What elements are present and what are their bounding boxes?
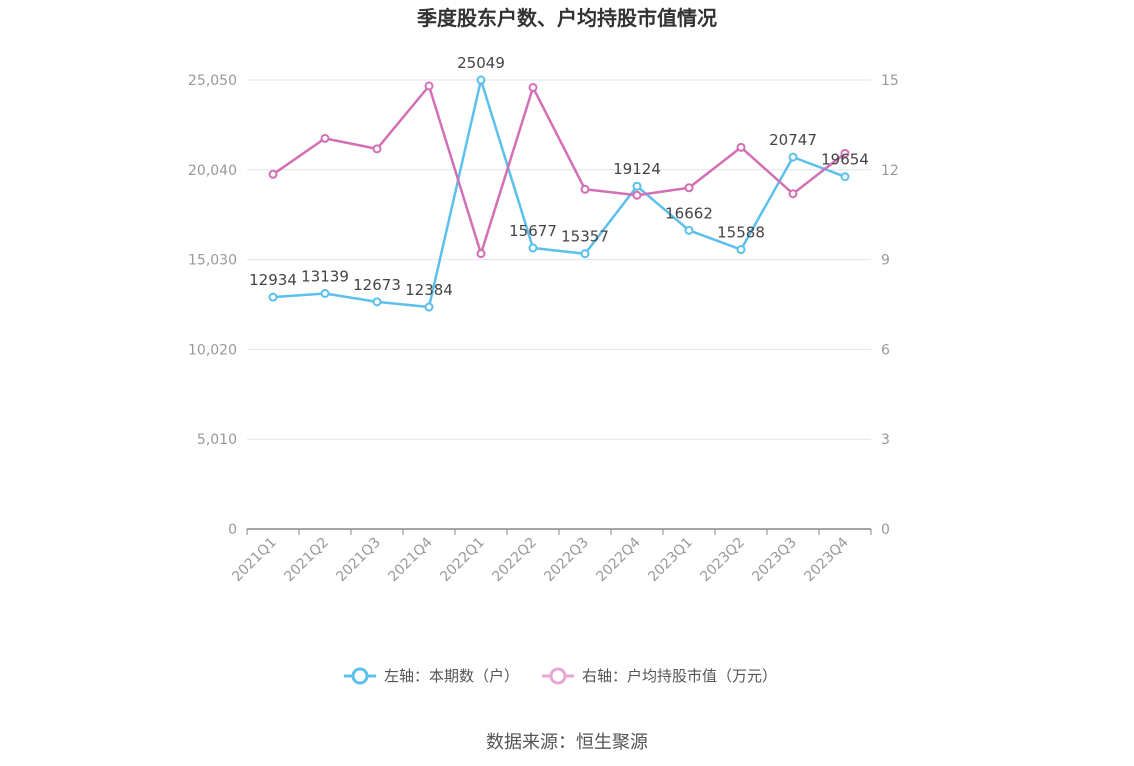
legend-left-label: 左轴：本期数（户） bbox=[384, 667, 519, 685]
x-axis-category-label: 2023Q4 bbox=[801, 534, 852, 585]
source-text: 数据来源：恒生聚源 bbox=[486, 732, 648, 753]
right-series-point bbox=[320, 133, 330, 143]
left-series-point bbox=[476, 75, 486, 85]
left-series-point bbox=[268, 292, 278, 302]
data-label: 13139 bbox=[301, 267, 349, 285]
left-axis-tick-label: 20,040 bbox=[188, 163, 237, 179]
right-series-point bbox=[736, 142, 746, 152]
left-axis-tick-label: 0 bbox=[228, 522, 237, 538]
legend-item-left-series[interactable]: 左轴：本期数（户） bbox=[344, 667, 519, 685]
x-axis-category-label: 2021Q3 bbox=[333, 535, 384, 586]
x-axis-category-label: 2023Q2 bbox=[697, 535, 748, 586]
right-series-point bbox=[632, 190, 642, 200]
data-label: 16662 bbox=[665, 204, 713, 222]
left-axis-tick-label: 15,030 bbox=[188, 253, 237, 269]
legend-left-marker bbox=[351, 667, 369, 685]
x-axis-category-label: 2021Q2 bbox=[281, 535, 332, 586]
left-series-point bbox=[424, 302, 434, 312]
left-series-point bbox=[736, 245, 746, 255]
right-series-point bbox=[476, 249, 486, 259]
right-axis-tick-label: 9 bbox=[881, 253, 890, 269]
left-axis-tick-label: 25,050 bbox=[188, 73, 237, 89]
left-axis-tick-label: 5,010 bbox=[197, 432, 237, 448]
legend: 左轴：本期数（户） 右轴：户均持股市值（万元） bbox=[344, 667, 777, 685]
right-series-point bbox=[372, 144, 382, 154]
left-series-point bbox=[788, 152, 798, 162]
right-series-point bbox=[268, 169, 278, 179]
right-series-point bbox=[580, 184, 590, 194]
data-label: 19124 bbox=[613, 160, 661, 178]
data-label: 12673 bbox=[353, 276, 401, 294]
data-label: 15677 bbox=[509, 222, 557, 240]
legend-right-marker bbox=[549, 667, 567, 685]
left-series-point bbox=[684, 225, 694, 235]
right-series-point bbox=[684, 183, 694, 193]
left-axis-tick-label: 10,020 bbox=[188, 342, 237, 358]
right-axis-tick-label: 15 bbox=[881, 73, 899, 89]
legend-right-label: 右轴：户均持股市值（万元） bbox=[582, 667, 777, 685]
left-series-point bbox=[320, 288, 330, 298]
data-label: 15357 bbox=[561, 228, 609, 246]
left-series-point bbox=[840, 172, 850, 182]
left-series-point bbox=[632, 181, 642, 191]
data-label: 12934 bbox=[249, 271, 297, 289]
right-axis-tick-label: 12 bbox=[881, 163, 899, 179]
data-label: 15588 bbox=[717, 224, 765, 242]
x-axis-category-label: 2022Q3 bbox=[541, 535, 592, 586]
right-axis-tick-label: 3 bbox=[881, 432, 890, 448]
x-axis-category-label: 2022Q1 bbox=[437, 535, 488, 586]
right-axis-tick-label: 6 bbox=[881, 342, 890, 358]
data-label: 19654 bbox=[821, 151, 869, 169]
x-axis-category-label: 2023Q3 bbox=[749, 535, 800, 586]
x-axis-category-label: 2021Q4 bbox=[385, 534, 436, 585]
axes: 0 5,010 10,020 15,030 20,040 25,050 0 3 6 9 12 15 20… bbox=[188, 73, 899, 585]
right-series-point bbox=[788, 189, 798, 199]
left-series-line bbox=[272, 78, 846, 309]
x-axis-category-label: 2022Q2 bbox=[489, 535, 540, 586]
right-axis-tick-label: 0 bbox=[881, 522, 890, 538]
right-series-line bbox=[272, 84, 846, 255]
x-axis-category-label: 2021Q1 bbox=[229, 535, 280, 586]
left-series-point bbox=[528, 243, 538, 253]
data-label: 25049 bbox=[457, 54, 505, 72]
data-label: 12384 bbox=[405, 281, 453, 299]
chart-title: 季度股东户数、户均持股市值情况 bbox=[416, 6, 717, 30]
legend-item-right-series[interactable]: 右轴：户均持股市值（万元） bbox=[542, 667, 777, 685]
left-series-point bbox=[580, 249, 590, 259]
x-axis-category-label: 2023Q1 bbox=[645, 535, 696, 586]
x-axis-category-label: 2022Q4 bbox=[593, 534, 644, 585]
data-labels: 12934 13139 12673 12384 25049 15677 15357 19124… bbox=[249, 54, 869, 299]
right-series-point bbox=[840, 148, 850, 158]
left-series-point bbox=[372, 297, 382, 307]
series bbox=[268, 75, 850, 312]
right-series-point bbox=[424, 81, 434, 91]
data-label: 20747 bbox=[769, 131, 817, 149]
right-series-point bbox=[528, 82, 538, 92]
